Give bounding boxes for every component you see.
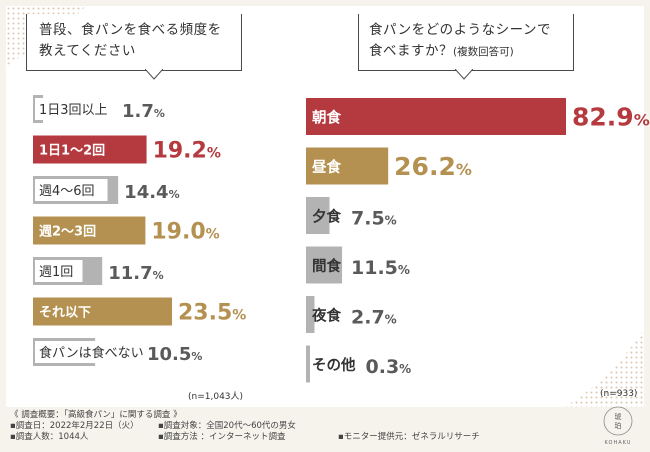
bar-scene bbox=[306, 197, 330, 234]
bar-frequency bbox=[33, 216, 146, 245]
footer-target: ▪調査対象：全国20代〜60代の男女 bbox=[158, 421, 296, 431]
category-label: 1日1〜2回 bbox=[39, 144, 105, 159]
frequency-value-label: 14.4% bbox=[124, 182, 179, 203]
bar-frequency bbox=[33, 297, 172, 326]
category-label-bg bbox=[35, 179, 108, 201]
frequency-value-label: 1.7% bbox=[122, 101, 165, 122]
scene-value-label: 82.9% bbox=[572, 103, 650, 132]
left-question-box: 普段、食パンを食べる頻度を 教えてください bbox=[26, 14, 242, 80]
kohaku-logo: 琥 珀 KOHAKU bbox=[598, 404, 638, 448]
scene-value-label: 26.2% bbox=[394, 152, 472, 181]
footer-count: ▪調査人数：1044人 bbox=[10, 432, 89, 442]
logo-name: KOHAKU bbox=[605, 440, 632, 446]
scene-label: 昼食 bbox=[312, 158, 341, 176]
category-label: 週2〜3回 bbox=[39, 225, 96, 240]
right-question-tail bbox=[455, 69, 473, 80]
scene-value-label: 11.5% bbox=[351, 257, 410, 279]
frequency-bar-chart: 1日3回以上 1.7% 1日1〜2回 19.2% 週4〜6回 14.4% 週2〜3回 19.0… bbox=[33, 95, 246, 366]
footer-method: ▪調査方法 ：インターネット調査 bbox=[158, 432, 286, 442]
scene-value-label: 7.5% bbox=[351, 208, 397, 230]
footer-date: ▪調査日：2022年2月22日（火） bbox=[10, 421, 139, 431]
scene-label: 夜食 bbox=[311, 307, 341, 325]
right-sample-size: (n=933) bbox=[600, 389, 638, 399]
left-question-line2: 教えてください bbox=[39, 43, 136, 59]
scene-value-label: 0.3% bbox=[366, 356, 412, 378]
bar-scene bbox=[306, 98, 566, 135]
category-label-bg bbox=[35, 341, 145, 363]
category-label: 週1回 bbox=[39, 265, 73, 280]
scene-label: 朝食 bbox=[312, 109, 341, 127]
frequency-value-label: 23.5% bbox=[178, 301, 246, 326]
bar-frequency bbox=[33, 135, 147, 164]
footer-title: 《 調査概要：「高級食パン」に関する調査 》 bbox=[10, 410, 182, 420]
scene-value-label: 2.7% bbox=[351, 307, 397, 329]
right-question-line1: 食パンをどのようなシーンで bbox=[369, 22, 551, 38]
right-question-box: 食パンをどのようなシーンで 食べますか？(複数回答可) bbox=[358, 14, 574, 80]
kohaku-emblem: 琥 珀 KOHAKU bbox=[603, 406, 633, 446]
frequency-value-label: 19.0% bbox=[151, 220, 219, 245]
scene-label: その他 bbox=[312, 356, 356, 374]
category-label-bg bbox=[35, 260, 83, 282]
left-question-line1: 普段、食パンを食べる頻度を bbox=[39, 22, 222, 38]
left-question-tail bbox=[145, 69, 163, 80]
category-label: 週4〜6回 bbox=[39, 184, 95, 199]
frequency-value-label: 10.5% bbox=[147, 344, 202, 365]
scene-bar-chart: 朝食 82.9% 昼食 26.2% 夕食 7.5% 間食 11.5% 夜食 2.7% その他 0.3% bbox=[306, 98, 650, 383]
scene-label: 間食 bbox=[312, 257, 341, 275]
category-label: 1日3回以上 bbox=[39, 103, 108, 118]
logo-kanji-2: 珀 bbox=[615, 421, 622, 430]
left-sample-size: (n=1,043人) bbox=[188, 392, 244, 402]
bar-scene bbox=[306, 345, 310, 383]
frequency-value-label: 19.2% bbox=[153, 139, 221, 164]
logo-kanji-1: 琥 bbox=[615, 412, 622, 421]
frequency-value-label: 11.7% bbox=[108, 263, 163, 284]
right-question-line2: 食べますか？ bbox=[369, 43, 453, 59]
scene-label: 夕食 bbox=[312, 208, 341, 226]
category-label-bg bbox=[35, 98, 120, 120]
category-label: それ以下 bbox=[39, 306, 91, 321]
bar-scene bbox=[306, 246, 343, 284]
right-question-suffix: (複数回答可) bbox=[453, 46, 514, 58]
footer-provider: ▪モニター提供元：ゼネラルリサーチ bbox=[338, 432, 480, 442]
category-label: 食パンは食べない bbox=[39, 345, 144, 361]
bar-scene bbox=[306, 296, 315, 333]
bar-scene bbox=[306, 147, 389, 185]
survey-footer: 《 調査概要：「高級食パン」に関する調査 》 ▪調査日：2022年2月22日（火… bbox=[8, 410, 608, 448]
